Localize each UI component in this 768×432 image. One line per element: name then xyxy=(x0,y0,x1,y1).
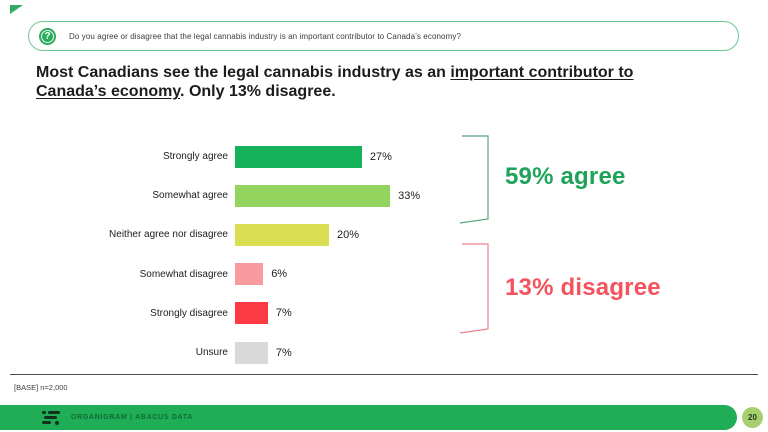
bar-value-label: 7% xyxy=(275,307,292,320)
bar-category-label: Strongly agree xyxy=(162,151,228,163)
bar-category-label: Unsure xyxy=(195,347,228,359)
bar-track: 6% xyxy=(235,263,665,286)
bar-track: 7% xyxy=(235,302,665,325)
disagree-annotation: 13% disagree xyxy=(505,274,661,301)
bar-row: Somewhat disagree 6% xyxy=(0,255,768,294)
bar xyxy=(235,341,268,364)
corner-accent xyxy=(10,5,23,14)
bar-category-label: Strongly disagree xyxy=(150,307,228,319)
question-banner: ? Do you agree or disagree that the lega… xyxy=(28,21,739,51)
agree-annotation: 59% agree xyxy=(505,163,626,190)
bar-track: 20% xyxy=(235,223,665,246)
question-mark-icon: ? xyxy=(39,27,56,45)
bar xyxy=(235,145,362,168)
bar xyxy=(235,302,268,325)
bar-track: 27% xyxy=(235,145,665,168)
footer-bar: ORGANIGRAM | ABACUS DATA xyxy=(0,405,737,430)
bar xyxy=(235,263,264,286)
bar-value-label: 7% xyxy=(275,346,292,359)
bar-category-label: Somewhat agree xyxy=(152,190,228,202)
bar-row: Strongly agree 27% xyxy=(0,137,768,176)
bar-value-label: 20% xyxy=(337,228,360,241)
bar-row: Somewhat agree 33% xyxy=(0,176,768,215)
bar-row: Unsure 7% xyxy=(0,333,768,372)
base-note: [BASE] n=2,000 xyxy=(14,383,68,392)
bar-category-label: Somewhat disagree xyxy=(139,268,228,280)
bar-row: Strongly disagree 7% xyxy=(0,294,768,333)
bar-track: 7% xyxy=(235,341,665,364)
summary-brackets xyxy=(459,135,489,334)
organigram-logo-icon xyxy=(42,410,62,426)
title-segment: . Only 13% disagree. xyxy=(180,83,336,100)
bar-value-label: 33% xyxy=(398,189,421,202)
bar-value-label: 6% xyxy=(271,268,288,281)
page-number-badge: 20 xyxy=(742,407,763,428)
title-segment-underlined: important contributor to xyxy=(450,64,634,81)
title-segment-underlined: Canada’s economy xyxy=(36,83,181,100)
footer-brand-text: ORGANIGRAM | ABACUS DATA xyxy=(71,414,194,421)
bar-row: Neither agree nor disagree 20% xyxy=(0,215,768,254)
agree-bracket xyxy=(459,135,489,224)
footer-divider xyxy=(10,374,758,375)
bar xyxy=(235,223,329,246)
title-segment: Most Canadians see the legal cannabis in… xyxy=(36,64,451,81)
bar-value-label: 27% xyxy=(369,150,392,163)
bar xyxy=(235,184,391,207)
question-text: Do you agree or disagree that the legal … xyxy=(69,31,462,41)
disagree-bracket xyxy=(459,243,489,334)
bar-chart: Strongly agree 27% Somewhat agree 33% Neithe… xyxy=(0,137,768,372)
bar-track: 33% xyxy=(235,184,665,207)
bar-category-label: Neither agree nor disagree xyxy=(109,229,228,241)
question-mark-glyph: ? xyxy=(44,30,51,42)
slide-title: Most Canadians see the legal cannabis in… xyxy=(36,63,736,101)
